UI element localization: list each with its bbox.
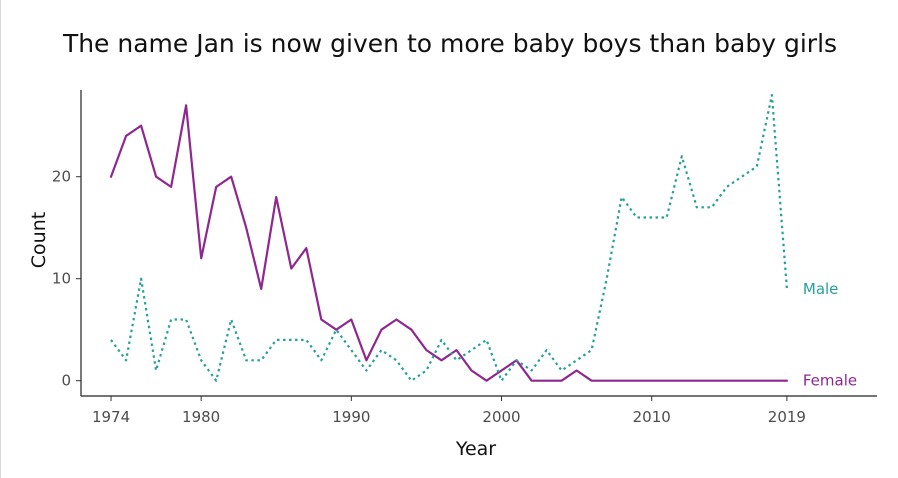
series-line-female — [109, 104, 789, 382]
y-tick-label: 0 — [61, 372, 71, 390]
x-tick-label: 1980 — [182, 408, 220, 426]
x-tick-label: 1990 — [332, 408, 370, 426]
series-label-female: Female — [803, 372, 857, 390]
x-tick-label: 2000 — [482, 408, 520, 426]
x-tick-label: 2010 — [633, 408, 671, 426]
x-axis-title: Year — [455, 438, 496, 460]
x-tick-label: 2019 — [768, 408, 806, 426]
series-labels: Female Male — [803, 280, 857, 390]
y-tick-label: 20 — [52, 168, 71, 186]
y-tick-label: 10 — [52, 270, 71, 288]
y-axis-title: Count — [28, 212, 50, 268]
x-tick-label: 1974 — [92, 408, 130, 426]
chart-title: The name Jan is now given to more baby b… — [62, 29, 837, 58]
axes: 0 10 20 1974 1980 1990 2000 2010 2019 — [52, 90, 877, 426]
series-label-male: Male — [803, 280, 839, 298]
series-line-male — [110, 93, 788, 382]
series-group — [109, 93, 789, 382]
